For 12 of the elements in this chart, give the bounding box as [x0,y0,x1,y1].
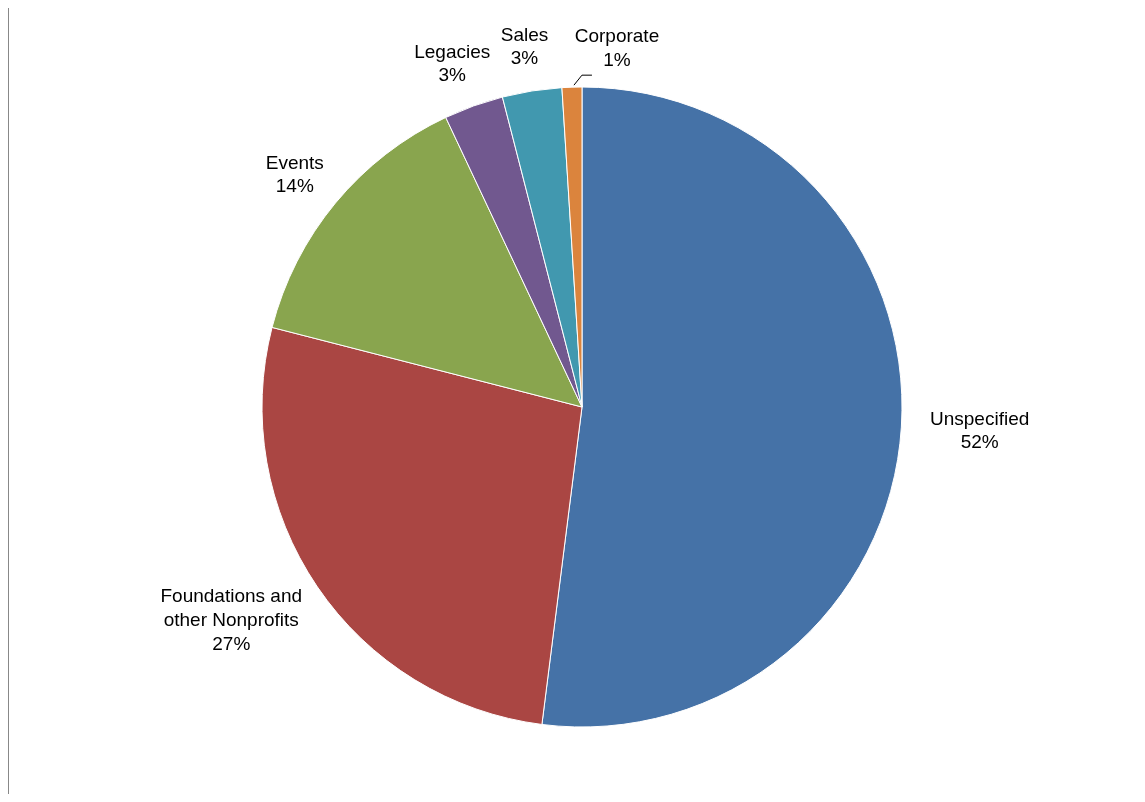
data-label: 52% [960,431,999,453]
data-label: 14% [275,175,314,197]
slice-label: Events [265,151,324,173]
data-label: 1% [603,48,631,70]
slice-label: Legacies [414,40,491,62]
data-label: 3% [438,64,467,86]
data-label: 27% [212,632,251,654]
slice-label: Foundations and other Nonprofits [160,585,303,630]
data-label: 3% [510,47,539,69]
slice-label: Corporate [574,24,660,46]
slice-label: Sales [500,23,549,45]
slice-label: Unspecified [930,407,1030,429]
